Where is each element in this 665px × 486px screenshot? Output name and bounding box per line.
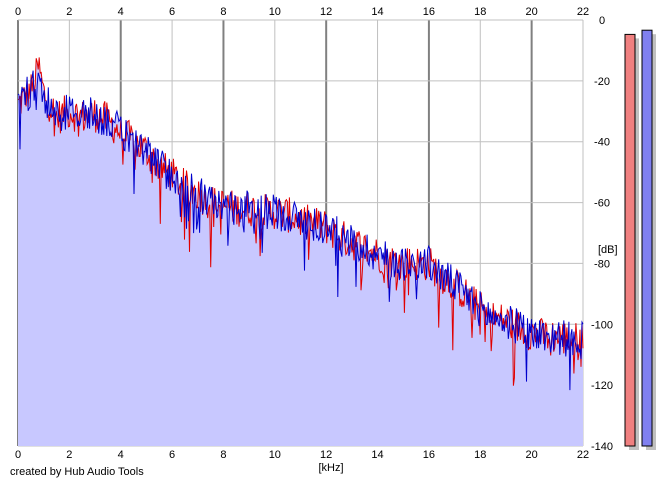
x-tick-label: 0 [15, 449, 21, 461]
x-tick-label: 8 [220, 449, 226, 461]
y-axis-label: [dB] [598, 244, 618, 256]
x-tick-label: 6 [169, 6, 175, 18]
x-tick-label: 14 [371, 449, 383, 461]
y-tick-label: -140 [591, 441, 613, 453]
x-tick-label: 0 [15, 6, 21, 18]
credit-text: created by Hub Audio Tools [10, 466, 144, 478]
x-tick-label: 16 [423, 6, 435, 18]
blue-channel-line [17, 70, 584, 391]
level-meters [624, 29, 656, 451]
x-tick-label: 4 [118, 6, 124, 18]
spectrum-area [18, 57, 583, 447]
x-tick-label: 4 [118, 449, 124, 461]
x-tick-label: 8 [220, 6, 226, 18]
y-tick-label: 0 [599, 15, 605, 27]
x-tick-label: 16 [423, 449, 435, 461]
x-tick-label: 10 [269, 449, 281, 461]
x-tick-label: 6 [169, 449, 175, 461]
x-tick-label: 10 [269, 6, 281, 18]
x-tick-label: 12 [320, 6, 332, 18]
x-tick-label: 20 [526, 449, 538, 461]
x-tick-label: 12 [320, 449, 332, 461]
x-tick-label: 2 [66, 6, 72, 18]
level-meter [641, 29, 653, 447]
x-tick-label: 20 [526, 6, 538, 18]
spectrum-fill [18, 57, 583, 447]
y-tick-label: -60 [594, 198, 610, 210]
x-axis-top-ticks: 0 2 4 6 8 10 12 14 16 18 20 22 [15, 6, 589, 18]
y-tick-label: -80 [594, 258, 610, 270]
x-tick-label: 22 [577, 6, 589, 18]
y-tick-label: -40 [594, 137, 610, 149]
x-tick-label: 2 [66, 449, 72, 461]
x-axis-label: [kHz] [318, 462, 343, 474]
x-tick-label: 18 [474, 449, 486, 461]
y-axis-ticks: 0 -20 -40 -60 -80 -100 -120 -140 [591, 15, 613, 453]
level-meter [624, 33, 636, 447]
y-tick-label: -20 [594, 76, 610, 88]
series-lines [17, 57, 584, 391]
x-axis-bottom-ticks: 0 2 4 6 8 10 12 14 16 18 20 22 [15, 449, 589, 461]
y-tick-label: -100 [591, 319, 613, 331]
x-tick-label: 22 [577, 449, 589, 461]
x-tick-label: 14 [371, 6, 383, 18]
y-tick-label: -120 [591, 380, 613, 392]
x-tick-label: 18 [474, 6, 486, 18]
